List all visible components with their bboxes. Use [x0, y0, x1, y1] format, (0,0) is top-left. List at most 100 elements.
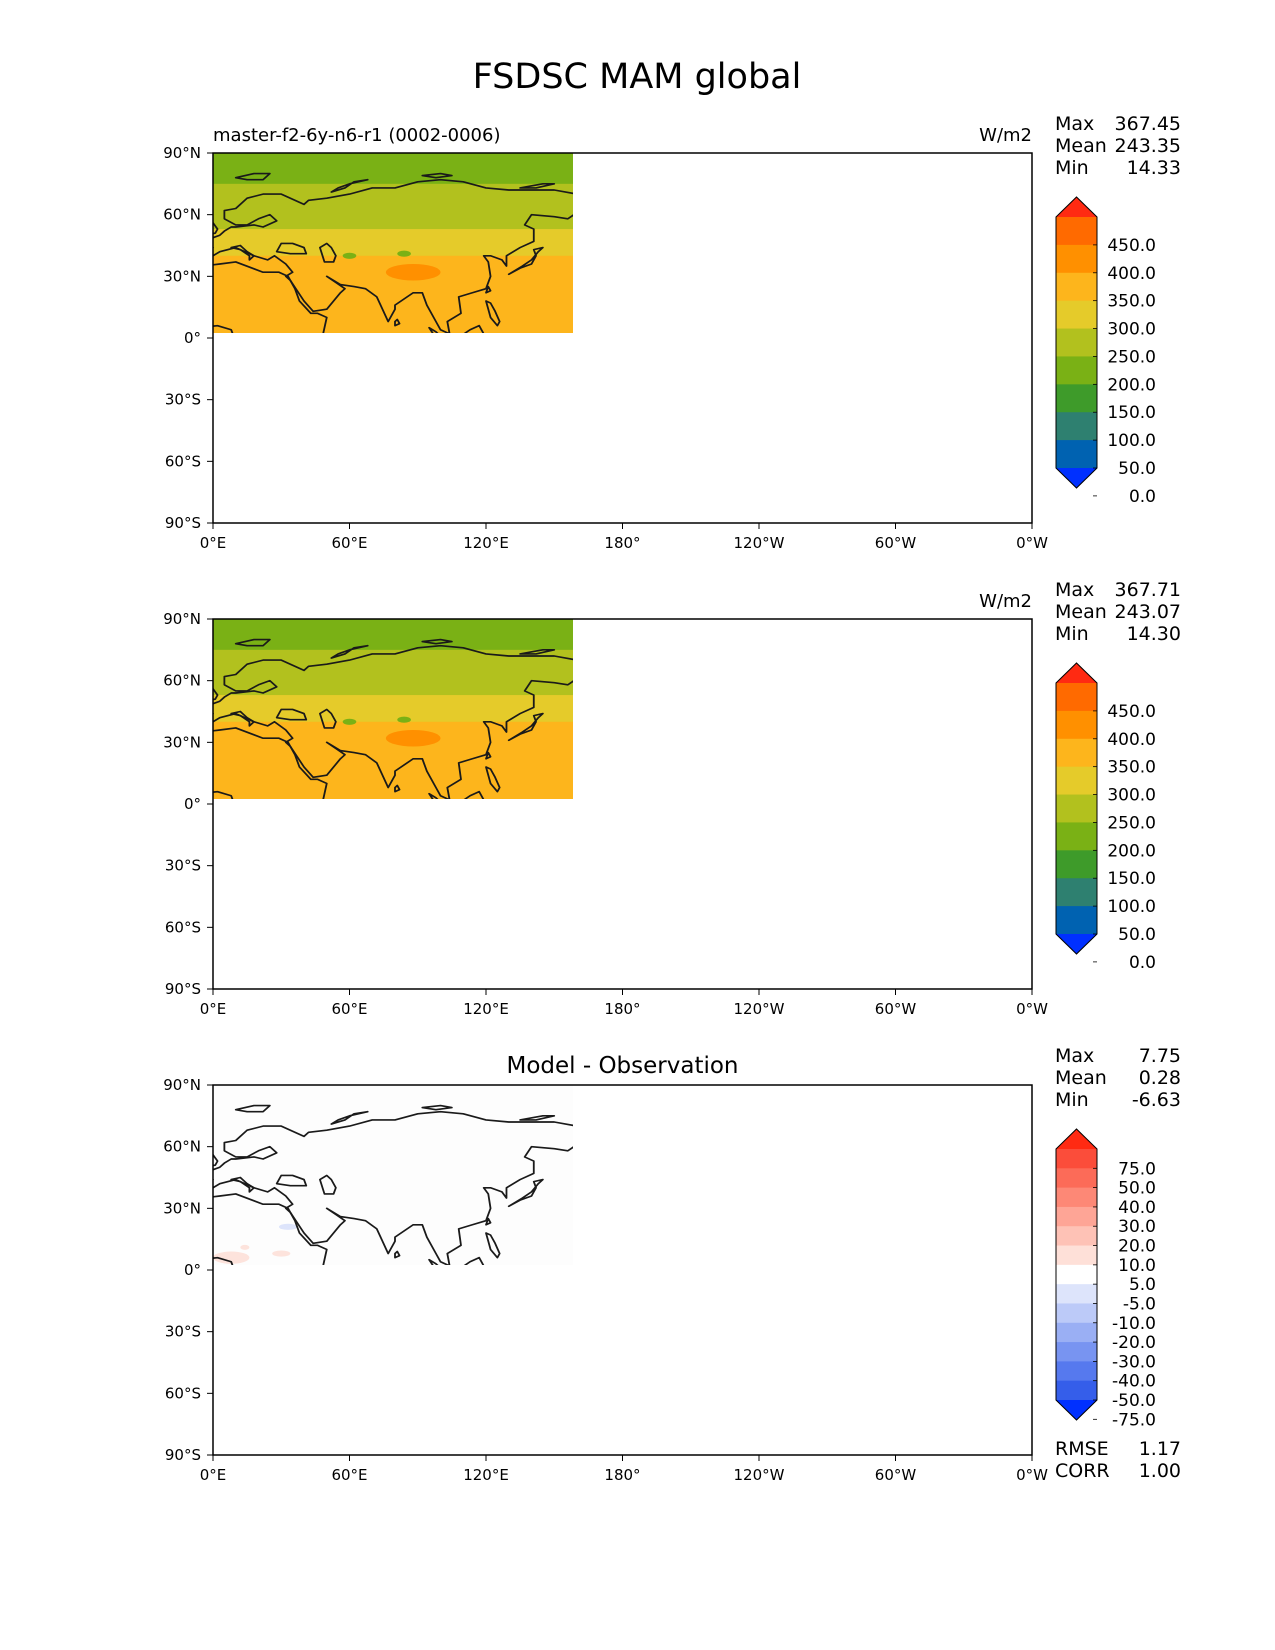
- colorbar-tick-label: -10.0: [1112, 1314, 1156, 1334]
- lon-tick-label: 180°: [604, 1466, 640, 1484]
- colorbar-tick-label: 30.0: [1118, 1217, 1156, 1237]
- lat-tick-label: 30°N: [163, 733, 201, 751]
- panel-center-title: Model - Observation: [506, 1053, 738, 1079]
- lon-tick-label: 60°E: [331, 1000, 367, 1018]
- field-band: [213, 338, 1032, 390]
- stat-label: Max: [1055, 579, 1094, 601]
- field-anomaly: [397, 716, 411, 723]
- lon-tick-label: 180°: [604, 1000, 640, 1018]
- lat-tick-label: 30°S: [165, 391, 201, 409]
- lon-tick-label: 60°E: [331, 534, 367, 552]
- lon-tick-label: 0°W: [1016, 1466, 1048, 1484]
- colorbar-segment: [1056, 906, 1097, 935]
- stat-value: 243.07: [1115, 601, 1181, 623]
- map-test: 0°E 60°E 120°E 180° 120°W 60°W 0°W 90°N 60°N 30°N…: [163, 125, 1048, 552]
- lon-tick-label: 120°W: [734, 1466, 785, 1484]
- colorbar-segment: [1056, 1342, 1097, 1362]
- colorbar-segment: [1056, 1303, 1097, 1324]
- field-band: [213, 486, 1032, 524]
- colorbar-tick-label: 40.0: [1118, 1198, 1156, 1218]
- stat-label: Mean: [1055, 601, 1107, 623]
- colorbar-tick-label: 50.0: [1118, 1179, 1156, 1199]
- field-band: [213, 929, 1032, 952]
- field-band: [213, 153, 573, 185]
- colorbar-extend-min: [1056, 1400, 1097, 1420]
- stat-label: Max: [1055, 1045, 1094, 1067]
- lon-tick-label: 0°E: [200, 1000, 227, 1018]
- annotations: Max 367.45 Mean 243.35 Min 14.33 450.0 400.0 350…: [1055, 113, 1181, 1482]
- lon-tick-label: 120°W: [734, 1000, 785, 1018]
- field-band: [213, 439, 1032, 464]
- colorbar: 75.050.040.030.020.010.05.0-5.0-10.0-20.…: [1055, 1128, 1156, 1430]
- colorbar-tick-label: 150.0: [1107, 403, 1156, 423]
- colorbar-extend-min: [1056, 934, 1097, 954]
- lon-tick-label: 0°E: [200, 1466, 227, 1484]
- field-band: [213, 229, 573, 257]
- stat-value: 14.30: [1127, 623, 1181, 645]
- colorbar-segment: [1056, 356, 1097, 385]
- colorbar-segment: [1056, 738, 1097, 768]
- colorbar-tick-label: 75.0: [1118, 1159, 1156, 1179]
- colorbar-tick-label: 0.0: [1129, 953, 1156, 973]
- field-band: [213, 804, 1032, 856]
- field-band: [213, 414, 1032, 439]
- lon-tick-label: 180°: [604, 534, 640, 552]
- colorbar-segment: [1056, 766, 1097, 796]
- panel-reference: 0°E 60°E 120°E 180° 120°W 60°W 0°W 90°N 60°N 30°N…: [163, 591, 1048, 1018]
- lat-tick-label: 30°S: [165, 1323, 201, 1341]
- lon-tick-label: 60°W: [875, 1466, 917, 1484]
- colorbar-segment: [1056, 1264, 1097, 1285]
- panel-units: W/m2: [979, 591, 1032, 612]
- colorbar-extend-min: [1056, 468, 1097, 488]
- colorbar-tick-label: 450.0: [1107, 702, 1156, 722]
- colorbar-tick-label: 250.0: [1107, 347, 1156, 367]
- stat-value: 367.45: [1115, 113, 1181, 135]
- lat-tick-label: 60°N: [163, 206, 201, 224]
- colorbar-tick-label: 10.0: [1118, 1256, 1156, 1276]
- colorbar: 450.0 400.0 350.0 300.0 250.0 200.0 150.0 100.0…: [1055, 662, 1156, 973]
- colorbar-segment: [1056, 412, 1097, 441]
- lat-tick-label: 90°S: [165, 1446, 201, 1464]
- colorbar-segment: [1056, 440, 1097, 469]
- stat-label: Min: [1055, 157, 1089, 179]
- field-anomaly: [961, 1235, 1007, 1247]
- lon-tick-label: 0°W: [1016, 1000, 1048, 1018]
- colorbar-segment: [1056, 384, 1097, 413]
- panel-units: W/m2: [979, 125, 1032, 146]
- colorbar-segment: [1056, 300, 1097, 330]
- stat-value: 0.28: [1139, 1067, 1181, 1089]
- stat-value: -6.63: [1132, 1089, 1181, 1111]
- metric-label: RMSE: [1055, 1438, 1109, 1460]
- panel-test: 0°E 60°E 120°E 180° 120°W 60°W 0°W 90°N 60°N 30°N…: [163, 125, 1048, 552]
- colorbar-tick-label: 100.0: [1107, 897, 1156, 917]
- lat-tick-label: 60°S: [165, 452, 201, 470]
- colorbar-segment: [1056, 1149, 1097, 1169]
- colorbar-tick-label: 150.0: [1107, 869, 1156, 889]
- colorbar-tick-label: 300.0: [1107, 320, 1156, 340]
- colorbar-segment: [1056, 794, 1097, 823]
- colorbar-tick-label: 50.0: [1118, 459, 1156, 479]
- metric-value: 1.17: [1139, 1438, 1181, 1460]
- lat-tick-label: 60°N: [163, 1138, 201, 1156]
- colorbar-segment: [1056, 244, 1097, 274]
- lat-tick-label: 30°N: [163, 267, 201, 285]
- colorbar-segment: [1056, 1168, 1097, 1189]
- field-band: [213, 952, 1032, 990]
- colorbar-tick-label: 250.0: [1107, 813, 1156, 833]
- colorbar-segment: [1056, 1226, 1097, 1247]
- lon-tick-label: 0°E: [200, 534, 227, 552]
- field-band: [213, 880, 1032, 905]
- colorbar-segment: [1056, 272, 1097, 302]
- colorbar-tick-label: 20.0: [1118, 1237, 1156, 1257]
- lon-tick-label: 120°E: [463, 1000, 509, 1018]
- colorbar-segment: [1056, 1322, 1097, 1343]
- stat-value: 7.75: [1139, 1045, 1181, 1067]
- colorbar-extend-max: [1056, 663, 1097, 683]
- colorbar-tick-label: 350.0: [1107, 292, 1156, 312]
- figure-title: FSDSC MAM global: [473, 57, 802, 97]
- colorbar-segment: [1056, 1206, 1097, 1227]
- lat-tick-label: 90°S: [165, 514, 201, 532]
- field-band: [213, 389, 1032, 414]
- stat-label: Mean: [1055, 1067, 1107, 1089]
- field-anomaly: [1002, 1247, 1029, 1255]
